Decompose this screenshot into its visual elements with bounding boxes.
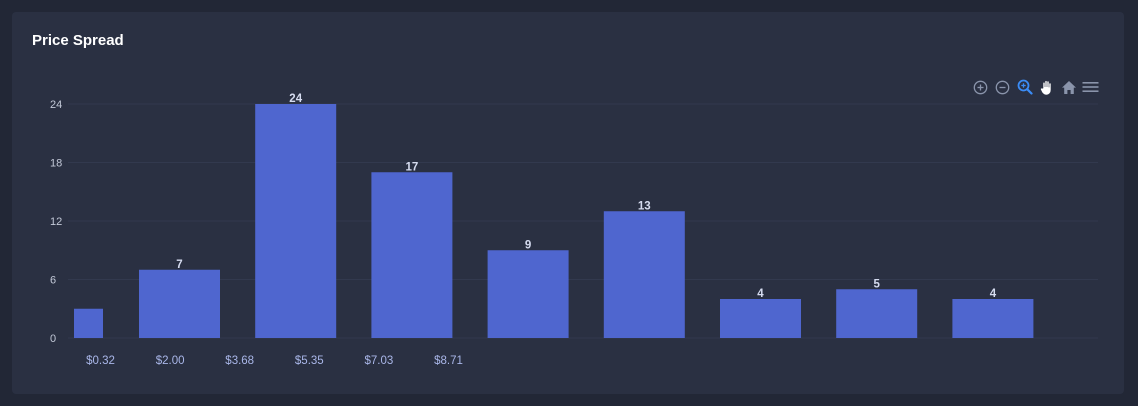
zoom-out-button[interactable]: [992, 77, 1013, 97]
y-tick-label: 12: [50, 216, 62, 228]
bar[interactable]: [487, 250, 569, 338]
data-label: 13: [638, 200, 651, 212]
chart-card: Price Spread 0 6 12 18 24 7 24 17 9 13 4 5 4 $0.32 $…: [12, 12, 1124, 394]
menu-icon: [1082, 82, 1099, 92]
data-label: 9: [525, 239, 531, 251]
x-tick-label: $0.32: [86, 355, 115, 367]
data-label: 4: [757, 288, 764, 300]
zoom-in-button[interactable]: [970, 77, 991, 97]
card-title: Price Spread: [32, 32, 124, 49]
bar-chart: 0 6 12 18 24 7 24 17 9 13 4 5 4 $0.32 $2.00 $3.68 $5.3…: [50, 93, 1098, 367]
chart-menu-button[interactable]: [1080, 77, 1101, 97]
zoom-select-icon: [1017, 79, 1033, 95]
home-reset-icon: [1061, 80, 1076, 94]
bar[interactable]: [371, 172, 453, 338]
x-tick-label: $3.68: [225, 355, 254, 367]
y-tick-label: 18: [50, 158, 62, 170]
zoom-in-icon: [973, 80, 988, 94]
data-label: 4: [990, 288, 997, 300]
data-label: 24: [289, 93, 302, 105]
data-label: 17: [406, 161, 419, 173]
reset-zoom-button[interactable]: [1058, 77, 1079, 97]
bar[interactable]: [255, 104, 337, 338]
bar[interactable]: [952, 299, 1034, 338]
chart-toolbar: [970, 76, 1101, 98]
y-tick-label: 0: [50, 333, 56, 345]
pan-button[interactable]: [1036, 77, 1057, 97]
x-tick-label: $7.03: [365, 355, 394, 367]
zoom-select-button[interactable]: [1014, 77, 1035, 97]
bar[interactable]: [603, 211, 685, 338]
x-tick-label: $8.71: [434, 355, 463, 367]
bar[interactable]: [720, 299, 801, 338]
pan-hand-icon: [1039, 79, 1051, 95]
x-tick-label: $2.00: [156, 355, 185, 367]
data-label: 7: [176, 259, 182, 271]
x-tick-label: $5.35: [295, 355, 324, 367]
zoom-out-icon: [995, 80, 1010, 94]
bar[interactable]: [74, 308, 103, 338]
bar[interactable]: [139, 269, 220, 338]
data-label: 5: [873, 278, 880, 290]
y-tick-label: 6: [50, 275, 56, 287]
bar[interactable]: [836, 289, 918, 338]
y-tick-label: 24: [50, 99, 62, 111]
